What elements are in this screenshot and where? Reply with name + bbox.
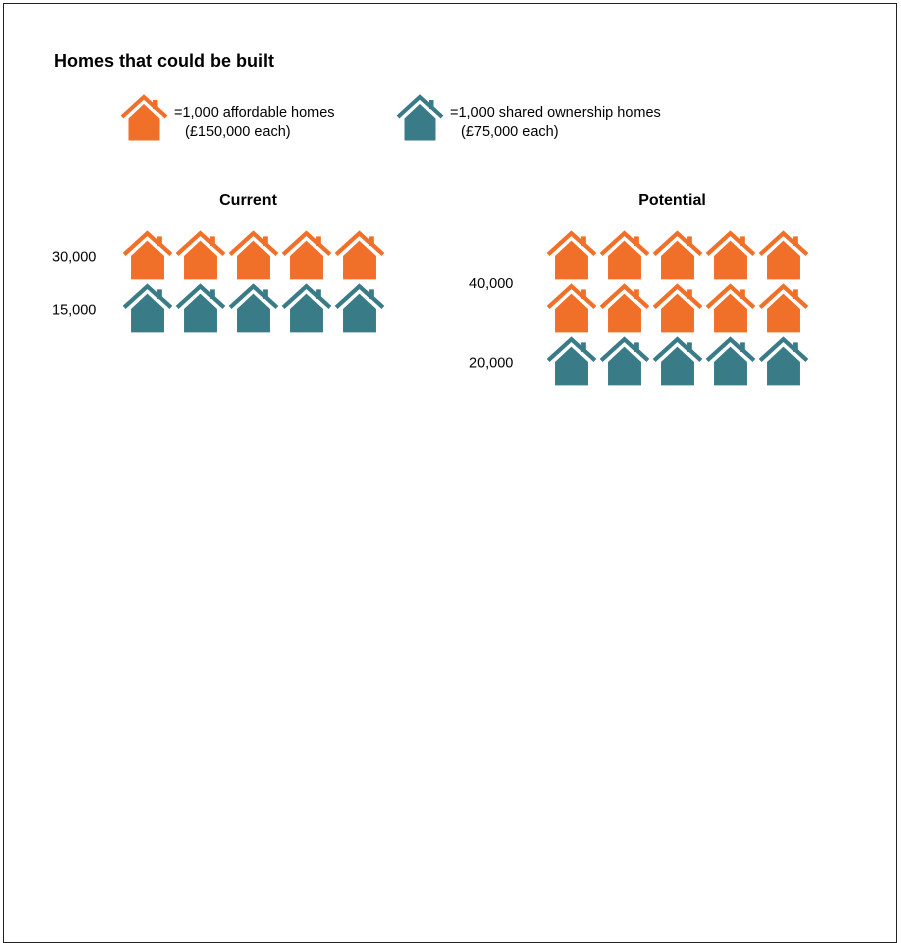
legend-sublabel-affordable: (£150,000 each) — [185, 124, 291, 140]
house-icon-affordable — [760, 233, 807, 279]
house-icon-affordable — [707, 233, 754, 279]
house-icon-affordable — [760, 286, 807, 332]
segment-value-label: 40,000 — [469, 276, 513, 292]
group-current: Current 30,000 15,000 — [52, 192, 383, 332]
house-icon-affordable — [124, 233, 171, 279]
group-title: Potential — [638, 192, 706, 209]
segment-value-label: 30,000 — [52, 250, 96, 266]
house-icon-affordable — [707, 286, 754, 332]
pictogram-groups: Current 30,000 15,000 Potential 40,000 20,000 — [52, 192, 807, 385]
legend: =1,000 affordable homes (£150,000 each) =1… — [120, 95, 661, 142]
house-icon-affordable — [230, 233, 277, 279]
house-icon-affordable — [177, 233, 224, 279]
house-icon-affordable — [601, 286, 648, 332]
legend-label-shared: =1,000 shared ownership homes — [450, 105, 661, 121]
house-icon-affordable — [654, 286, 701, 332]
house-icon-shared — [230, 286, 277, 332]
house-icon-affordable — [548, 233, 595, 279]
house-icon-shared — [177, 286, 224, 332]
house-icon-affordable — [548, 286, 595, 332]
legend-label-affordable: =1,000 affordable homes — [174, 105, 335, 121]
house-icon-shared — [336, 286, 383, 332]
legend-sublabel-shared: (£75,000 each) — [461, 124, 559, 140]
house-icon-shared — [760, 339, 807, 385]
segment-value-label: 20,000 — [469, 356, 513, 372]
segment-value-label: 15,000 — [52, 303, 96, 319]
house-icon-affordable — [601, 233, 648, 279]
group-title: Current — [219, 192, 277, 209]
house-icon-shared — [548, 339, 595, 385]
house-icon-shared — [124, 286, 171, 332]
legend-icon-affordable — [120, 95, 168, 142]
house-icon-shared — [707, 339, 754, 385]
house-icon-shared — [601, 339, 648, 385]
house-icon-affordable — [283, 233, 330, 279]
legend-icon-shared — [396, 95, 444, 142]
house-icon-shared — [283, 286, 330, 332]
group-potential: Potential 40,000 20,000 — [469, 192, 807, 385]
house-icon-shared — [654, 339, 701, 385]
chart-title: Homes that could be built — [54, 51, 274, 71]
house-icon-affordable — [336, 233, 383, 279]
house-icon-affordable — [654, 233, 701, 279]
